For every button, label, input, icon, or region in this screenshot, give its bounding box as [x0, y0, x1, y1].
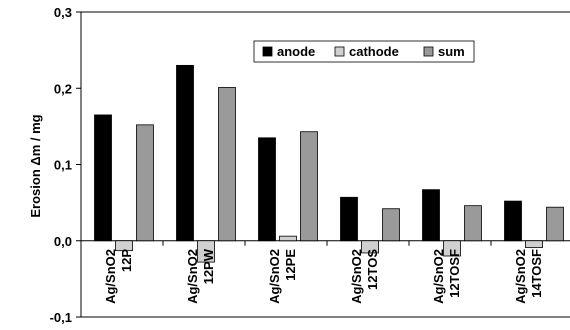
bar-cathode [525, 240, 543, 249]
legend-swatch-anode [262, 46, 273, 57]
bar-cathode [115, 240, 133, 252]
category-label: 12PE [283, 249, 298, 281]
y-axis-label: Erosion Δm / mg [28, 114, 43, 217]
bar-anode [94, 114, 112, 242]
bar-anode [340, 196, 358, 242]
legend-label-anode: anode [277, 44, 315, 59]
legend-label-sum: sum [438, 44, 465, 59]
category-label: Ag/SnO2 [185, 249, 200, 304]
legend-swatch-cathode [334, 46, 345, 57]
category-label: Ag/SnO2 [431, 249, 446, 304]
y-tick-label: 0,3 [54, 5, 72, 20]
bar-sum [382, 208, 400, 242]
legend-swatch-sum [423, 46, 434, 57]
bar-anode [422, 189, 440, 242]
legend-box [253, 40, 475, 63]
y-tick-label: 0,0 [54, 234, 72, 249]
category-label: 12PW [201, 248, 216, 284]
bar-sum [218, 87, 236, 242]
bar-sum [546, 206, 564, 242]
category-label: Ag/SnO2 [267, 249, 282, 304]
category-label: 12TOSF [447, 249, 462, 298]
bar-cathode [361, 240, 379, 254]
bar-cathode [197, 240, 215, 263]
category-label: Ag/SnO2 [349, 249, 364, 304]
plot-area: -0,10,00,10,20,3Ag/SnO2 12P Ag/SnO2 12PW Ag/… [50, 5, 570, 325]
bar-cathode [443, 240, 461, 257]
category-label: 14TOSF [529, 249, 544, 298]
bar-anode [504, 200, 522, 242]
category-label: 12TOS [365, 249, 380, 290]
bar-cathode [279, 235, 297, 242]
category-label: Ag/SnO2 [103, 249, 118, 304]
bar-anode [258, 137, 276, 242]
category-label: Ag/SnO2 [513, 249, 528, 304]
bar-sum [300, 131, 318, 242]
bar-sum [464, 205, 482, 242]
bar-anode [176, 64, 194, 242]
y-tick-label: 0,1 [54, 158, 72, 173]
y-tick-label: 0,2 [54, 81, 72, 96]
y-tick-label: -0,1 [50, 310, 72, 325]
category-label: 12P [119, 249, 134, 272]
bar-sum [136, 124, 154, 242]
legend-label-cathode: cathode [349, 44, 399, 59]
